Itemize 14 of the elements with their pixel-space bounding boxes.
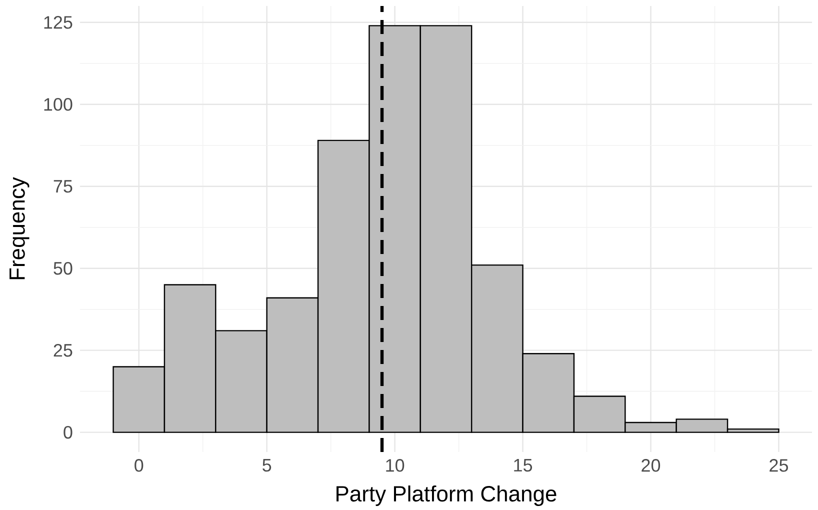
y-tick-label: 25	[54, 344, 72, 357]
y-axis-title: Frequency	[10, 177, 30, 280]
x-tick-label: 25	[770, 459, 788, 472]
y-tick-label: 125	[44, 16, 72, 29]
y-tick-label: 50	[54, 262, 72, 275]
y-tick-label: 100	[44, 98, 72, 111]
x-axis-title: Party Platform Change	[336, 485, 556, 506]
y-tick-label: 0	[64, 426, 72, 439]
x-tick-label: 5	[262, 459, 272, 472]
x-tick-label: 10	[386, 459, 404, 472]
x-tick-label: 20	[642, 459, 660, 472]
x-tick-label: 0	[134, 459, 144, 472]
y-tick-label: 75	[54, 180, 72, 193]
x-tick-label: 15	[514, 459, 532, 472]
